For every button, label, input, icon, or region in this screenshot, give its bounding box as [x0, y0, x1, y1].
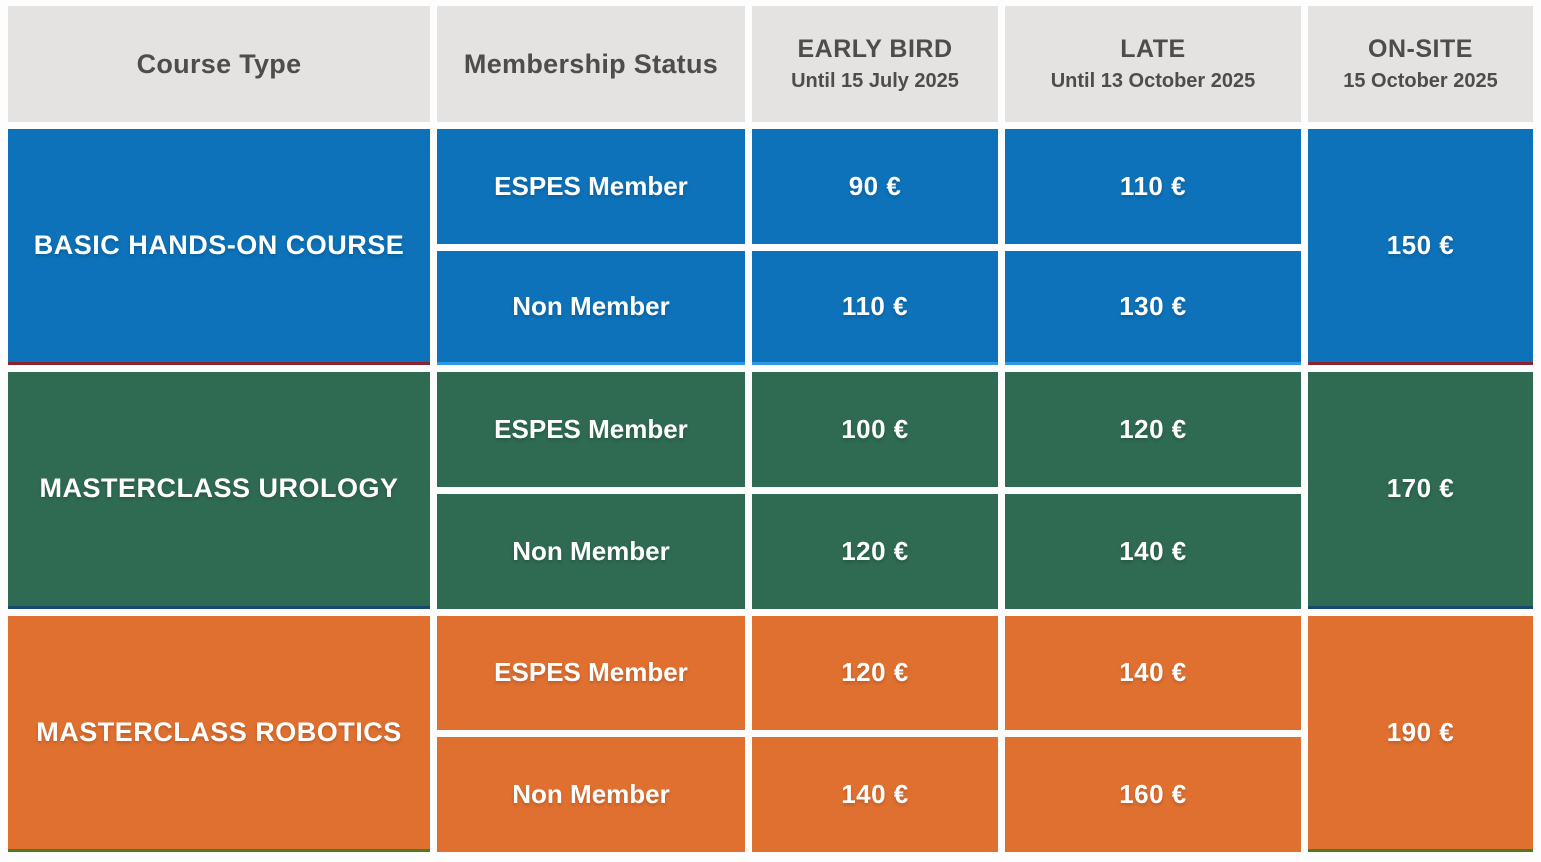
header-late: LATE Until 13 October 2025 — [1005, 6, 1301, 122]
price-cell-early-bird: 100 € — [752, 372, 998, 487]
price-cell-early-bird: 120 € — [752, 615, 998, 731]
header-membership-status: Membership Status — [437, 6, 745, 122]
header-on-site: ON-SITE 15 October 2025 — [1308, 6, 1533, 122]
header-membership-status-label: Membership Status — [463, 48, 719, 79]
header-early-bird-deadline: Until 15 July 2025 — [791, 70, 959, 92]
header-late-deadline: Until 13 October 2025 — [1050, 70, 1256, 92]
header-early-bird: EARLY BIRD Until 15 July 2025 — [752, 6, 998, 122]
header-early-bird-title: EARLY BIRD — [797, 35, 953, 63]
course-cell-basic-hands-on: BASIC HANDS-ON COURSE — [8, 129, 430, 366]
price-cell-late: 140 € — [1005, 493, 1301, 609]
price-cell-early-bird: 140 € — [752, 737, 998, 852]
price-cell-late: 120 € — [1005, 372, 1301, 487]
price-cell-late: 130 € — [1005, 250, 1301, 366]
course-cell-masterclass-urology: MASTERCLASS UROLOGY — [8, 372, 430, 609]
header-late-title: LATE — [1120, 35, 1186, 63]
price-cell-late: 110 € — [1005, 129, 1301, 244]
price-cell-on-site: 150 € — [1308, 129, 1533, 366]
membership-cell: Non Member — [437, 250, 745, 366]
header-on-site-title: ON-SITE — [1368, 35, 1473, 63]
header-on-site-date: 15 October 2025 — [1343, 70, 1498, 92]
header-course-type: Course Type — [8, 6, 430, 122]
membership-cell: Non Member — [437, 737, 745, 852]
price-cell-late: 160 € — [1005, 737, 1301, 852]
course-cell-masterclass-robotics: MASTERCLASS ROBOTICS — [8, 615, 430, 852]
membership-cell: ESPES Member — [437, 129, 745, 244]
header-course-type-label: Course Type — [136, 48, 302, 79]
price-cell-late: 140 € — [1005, 615, 1301, 731]
price-cell-early-bird: 120 € — [752, 493, 998, 609]
membership-cell: ESPES Member — [437, 615, 745, 731]
membership-cell: ESPES Member — [437, 372, 745, 487]
membership-cell: Non Member — [437, 493, 745, 609]
price-cell-on-site: 170 € — [1308, 372, 1533, 609]
price-cell-early-bird: 110 € — [752, 250, 998, 366]
price-cell-on-site: 190 € — [1308, 615, 1533, 852]
price-cell-early-bird: 90 € — [752, 129, 998, 244]
